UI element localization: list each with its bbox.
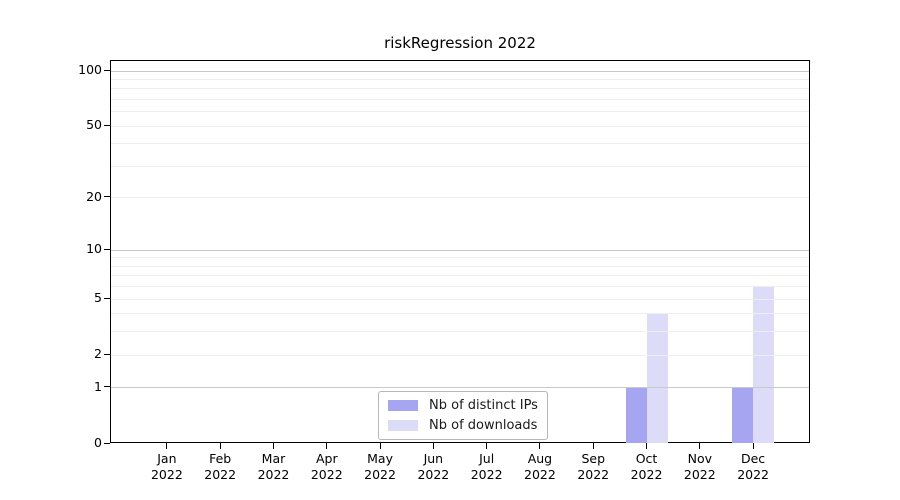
downloads-bar: [753, 286, 775, 443]
major-gridline: [111, 70, 809, 72]
minor-gridline: [111, 165, 809, 167]
bars-layer: [111, 61, 809, 443]
month-label: Jan: [157, 451, 177, 466]
downloads-swatch: [388, 420, 418, 431]
legend-entry-downloads: Nb of downloads: [388, 418, 538, 433]
month-label: Aug: [527, 451, 553, 466]
minor-gridline: [111, 354, 809, 356]
y-tick-label: 10: [86, 241, 102, 257]
y-tick-label: 0: [94, 435, 102, 450]
y-tick-label: 50: [86, 117, 102, 133]
month-label: Mar: [261, 451, 286, 466]
minor-gridline: [111, 125, 809, 127]
y-tick-label: 20: [86, 188, 102, 204]
minor-gridline: [111, 88, 809, 90]
x-tick-mark: [326, 443, 328, 449]
x-tick-mark: [432, 443, 434, 449]
minor-gridline: [111, 143, 809, 145]
y-tick-label: 2: [94, 346, 102, 362]
minor-gridline: [111, 111, 809, 113]
x-tick-label: Feb 2022: [188, 451, 252, 482]
x-tick-label: Sep 2022: [561, 451, 625, 482]
x-tick-mark: [379, 443, 381, 449]
minor-gridline: [111, 265, 809, 267]
minor-gridline: [111, 331, 809, 333]
minor-gridline: [111, 197, 809, 199]
x-tick-label: Aug 2022: [508, 451, 572, 482]
y-tick-label: 1: [94, 378, 102, 394]
x-tick-label: Apr 2022: [295, 451, 359, 482]
distinct-ips-swatch: [388, 400, 418, 411]
x-tick-mark: [699, 443, 701, 449]
year-label: 2022: [524, 466, 556, 482]
y-tick-mark: [104, 297, 110, 299]
x-tick-label: Jun 2022: [401, 451, 465, 482]
x-tick-label: Jan 2022: [135, 451, 199, 482]
major-gridline: [111, 387, 809, 389]
y-tick-mark: [104, 124, 110, 126]
x-tick-label: Oct 2022: [615, 451, 679, 482]
y-tick-mark: [104, 69, 110, 71]
year-label: 2022: [150, 466, 183, 482]
distinct-ips-bar: [732, 387, 754, 443]
minor-gridline: [111, 257, 809, 259]
month-label: Jul: [479, 451, 495, 466]
x-tick-mark: [592, 443, 594, 449]
month-label: Nov: [687, 451, 712, 466]
year-label: 2022: [470, 466, 503, 482]
x-tick-mark: [219, 443, 221, 449]
minor-gridline: [111, 275, 809, 277]
year-label: 2022: [310, 466, 343, 482]
x-tick-label: Mar 2022: [241, 451, 305, 482]
legend-label-distinct-ips: Nb of distinct IPs: [429, 398, 538, 413]
x-tick-mark: [539, 443, 541, 449]
month-label: Dec: [740, 451, 766, 466]
y-tick-label: 5: [94, 290, 102, 306]
distinct-ips-bar: [625, 387, 647, 443]
year-label: 2022: [737, 466, 769, 482]
year-label: 2022: [683, 466, 716, 482]
x-tick-label: Nov 2022: [668, 451, 732, 482]
year-label: 2022: [204, 466, 237, 482]
downloads-bar: [646, 313, 668, 443]
chart-title: riskRegression 2022: [384, 34, 536, 52]
major-gridline: [111, 249, 809, 251]
y-tick-mark: [104, 442, 110, 444]
month-label: Sep: [581, 451, 605, 466]
y-tick-label: 100: [78, 62, 102, 77]
x-tick-mark: [486, 443, 488, 449]
minor-gridline: [111, 298, 809, 300]
minor-gridline: [111, 78, 809, 80]
y-tick-mark: [104, 353, 110, 355]
y-tick-mark: [104, 248, 110, 250]
year-label: 2022: [364, 466, 396, 482]
month-label: Apr: [315, 451, 338, 466]
legend-entry-distinct-ips: Nb of distinct IPs: [388, 398, 538, 413]
year-label: 2022: [577, 466, 610, 482]
month-label: Feb: [209, 451, 232, 466]
legend-label-downloads: Nb of downloads: [429, 418, 538, 433]
x-tick-label: Dec 2022: [721, 451, 785, 482]
grid-layer: [111, 61, 809, 442]
x-tick-mark: [166, 443, 168, 449]
month-label: Oct: [635, 451, 658, 466]
x-tick-label: Jul 2022: [455, 451, 519, 482]
year-label: 2022: [630, 466, 663, 482]
x-tick-mark: [272, 443, 274, 449]
plot-area: [110, 60, 810, 443]
minor-gridline: [111, 286, 809, 288]
month-label: Jun: [423, 451, 444, 466]
y-tick-mark: [104, 196, 110, 198]
minor-gridline: [111, 313, 809, 315]
minor-gridline: [111, 98, 809, 100]
year-label: 2022: [417, 466, 450, 482]
year-label: 2022: [257, 466, 290, 482]
legend: Nb of distinct IPs Nb of downloads: [378, 391, 548, 440]
x-tick-mark: [646, 443, 648, 449]
month-label: May: [367, 451, 393, 466]
x-tick-mark: [752, 443, 754, 449]
x-tick-label: May 2022: [348, 451, 412, 482]
y-tick-mark: [104, 386, 110, 388]
